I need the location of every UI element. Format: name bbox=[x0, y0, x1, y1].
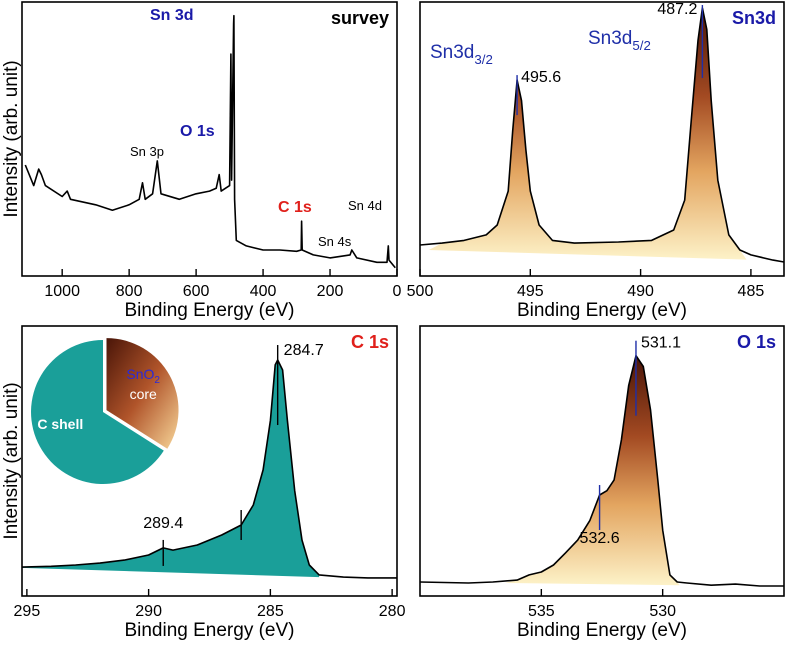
peak-position-label: 531.1 bbox=[641, 335, 681, 352]
panel: 295 290 285 280 Binding Energy (eV) Intensity… bbox=[1, 325, 406, 641]
formula-text: SnO bbox=[126, 366, 154, 382]
spectrum-line bbox=[419, 7, 785, 263]
annotation-text: Sn 4d bbox=[348, 198, 382, 213]
peak-annotation: O 1s bbox=[180, 123, 215, 140]
x-tick-label: 1000 bbox=[44, 283, 80, 300]
plot-frame bbox=[419, 1, 785, 277]
plot-frame bbox=[21, 1, 398, 277]
x-tick-label: 285 bbox=[257, 603, 284, 620]
x-tick-label: 600 bbox=[183, 283, 210, 300]
panel-title: C 1s bbox=[351, 332, 389, 352]
pie-formula: SnO2 bbox=[126, 366, 160, 386]
panel: 1000 800 600 400 200 0 Binding Energy (eV) Inte… bbox=[1, 1, 402, 321]
x-axis-title: Binding Energy (eV) bbox=[517, 620, 687, 641]
annotation-subscript: 5/2 bbox=[632, 38, 651, 53]
x-tick-label: 0 bbox=[393, 283, 402, 300]
x-axis-title: Binding Energy (eV) bbox=[124, 620, 294, 641]
x-tick-label: 490 bbox=[627, 283, 654, 300]
panel-title: O 1s bbox=[737, 332, 776, 352]
x-tick-label: 400 bbox=[250, 283, 277, 300]
plot-frame bbox=[419, 325, 785, 597]
peak-position-label: 487.2 bbox=[657, 1, 697, 18]
plot-frame bbox=[21, 325, 398, 597]
pie-label: core bbox=[130, 386, 157, 402]
x-tick-label: 530 bbox=[649, 603, 676, 620]
x-tick-label: 200 bbox=[317, 283, 344, 300]
x-tick-label: 290 bbox=[135, 603, 162, 620]
x-tick-label: 495 bbox=[517, 283, 544, 300]
peak-annotation: Sn 3d bbox=[150, 7, 194, 24]
y-axis-title: Intensity (arb. unit) bbox=[1, 60, 22, 217]
peak-position-label: 532.6 bbox=[580, 530, 620, 547]
pie-label: C shell bbox=[37, 416, 83, 432]
annotation-text: C 1s bbox=[278, 199, 312, 216]
x-axis-title: Binding Energy (eV) bbox=[517, 300, 687, 321]
y-axis-title: Intensity (arb. unit) bbox=[1, 382, 22, 539]
annotation-text: Sn3d bbox=[588, 28, 632, 49]
x-tick-label: 800 bbox=[116, 283, 143, 300]
peak-annotation: Sn3d3/2 bbox=[430, 42, 493, 67]
peak-position-label: 289.4 bbox=[143, 515, 183, 532]
peak-annotation: Sn3d5/2 bbox=[588, 28, 651, 53]
spectrum-line bbox=[419, 354, 784, 587]
x-tick-label: 280 bbox=[379, 603, 406, 620]
peak-annotation: Sn 4s bbox=[318, 234, 352, 249]
x-tick-label: 485 bbox=[738, 283, 765, 300]
annotation-subscript: 3/2 bbox=[474, 52, 493, 67]
panel-title: Sn3d bbox=[732, 8, 776, 28]
formula-subscript: 2 bbox=[154, 375, 160, 386]
x-axis-title: Binding Energy (eV) bbox=[124, 300, 294, 321]
peak-annotation: Sn 3p bbox=[130, 144, 164, 159]
annotation-text: Sn 3d bbox=[150, 7, 194, 24]
x-tick-label: 500 bbox=[407, 283, 434, 300]
peak-position-label: 284.7 bbox=[284, 342, 324, 359]
peak-annotation: C 1s bbox=[278, 199, 312, 216]
peak-fill bbox=[22, 360, 320, 578]
peak-fill bbox=[428, 8, 747, 260]
x-tick-label: 295 bbox=[14, 603, 41, 620]
panel-title: survey bbox=[331, 8, 389, 28]
annotation-text: O 1s bbox=[180, 123, 215, 140]
annotation-text: Sn 3p bbox=[130, 144, 164, 159]
annotation-text: Sn3d bbox=[430, 42, 474, 63]
spectrum-line bbox=[24, 14, 396, 269]
x-tick-label: 535 bbox=[528, 603, 555, 620]
spectrum-line bbox=[21, 359, 397, 579]
pie-slice bbox=[31, 340, 164, 484]
peak-fill bbox=[504, 355, 680, 586]
peak-position-label: 495.6 bbox=[521, 69, 561, 86]
peak-annotation: Sn 4d bbox=[348, 198, 382, 213]
annotation-text: Sn 4s bbox=[318, 234, 352, 249]
pie-slice bbox=[106, 338, 179, 449]
